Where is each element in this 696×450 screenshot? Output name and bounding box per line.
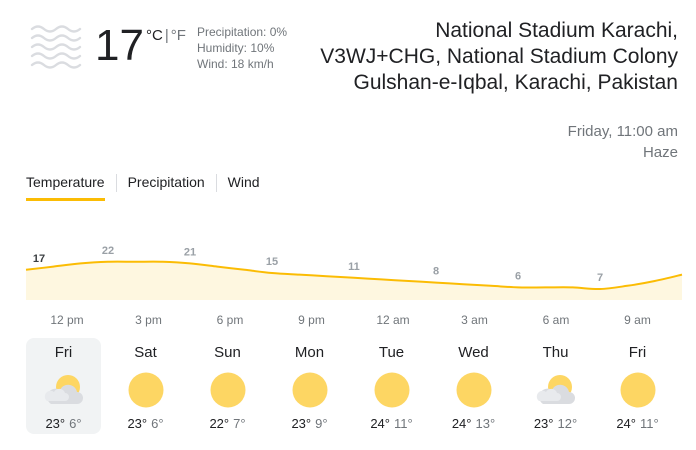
- forecast-day[interactable]: Wed 24° 13°: [436, 338, 511, 434]
- forecast-high: 23°: [45, 416, 66, 431]
- forecast-high: 24°: [451, 416, 472, 431]
- forecast-day[interactable]: Thu 23° 12°: [518, 338, 593, 434]
- forecast-day-name: Fri: [628, 344, 647, 361]
- chart-x-tick: 6 am: [543, 313, 570, 327]
- temperature-area: [26, 261, 682, 300]
- current-temperature: 17: [95, 21, 144, 70]
- partly-cloudy-icon: [44, 375, 83, 404]
- sunny-icon: [128, 372, 163, 408]
- haze-icon: [30, 25, 82, 69]
- chart-value-label: 17: [33, 253, 45, 265]
- forecast-day[interactable]: Tue 24° 11°: [354, 338, 429, 434]
- temperature-line: [25, 260, 683, 291]
- forecast-day-name: Thu: [542, 344, 569, 361]
- forecast-day-temps: 23° 12°: [518, 416, 593, 432]
- forecast-day[interactable]: Fri 23° 6°: [26, 338, 101, 434]
- location-name: National Stadium Karachi, V3WJ+CHG, Nati…: [320, 19, 678, 94]
- forecast-day-name: Sun: [214, 344, 241, 361]
- forecast-day[interactable]: Fri 24° 11°: [600, 338, 675, 434]
- forecast-day-temps: 24° 11°: [600, 416, 675, 432]
- forecast-low: 7°: [233, 416, 246, 431]
- tab-precipitation[interactable]: Precipitation: [127, 174, 205, 190]
- chart-x-tick: 12 pm: [50, 313, 83, 327]
- unit-celsius-button[interactable]: °C: [146, 27, 163, 44]
- precipitation-value: Precipitation: 0%: [197, 25, 288, 39]
- chart-x-tick: 3 pm: [135, 313, 162, 327]
- forecast-high: 23°: [291, 416, 312, 431]
- partly-cloudy-icon: [536, 375, 575, 404]
- chart-x-tick: 6 pm: [217, 313, 244, 327]
- forecast-day-name: Wed: [458, 344, 489, 361]
- forecast-day-name: Fri: [54, 344, 73, 361]
- daily-forecast: Fri 23° 6° Sat 23° 6° Sun 22° 7° Mon 23° 9° Tue 24° 11…: [26, 338, 682, 434]
- sunny-icon: [292, 372, 327, 408]
- forecast-low: 11°: [639, 416, 659, 431]
- forecast-day-temps: 23° 6°: [26, 416, 101, 432]
- tab-divider: [215, 174, 217, 192]
- chart-tabs: Temperature Precipitation Wind: [26, 174, 260, 201]
- wind-value: Wind: 18 km/h: [197, 57, 274, 71]
- forecast-low: 6°: [151, 416, 164, 431]
- forecast-day-name: Sat: [134, 344, 157, 361]
- location-meta: Friday, 11:00 am Haze: [568, 121, 678, 163]
- tab-divider: [115, 174, 117, 192]
- temperature-chart: 17 22 21 15 11 8 6 7 12 pm 3 pm 6 pm 9 pm 12 am 3 am 6…: [25, 245, 683, 327]
- sunny-icon: [374, 372, 409, 408]
- sunny-icon: [620, 372, 655, 408]
- forecast-day-name: Tue: [378, 344, 405, 361]
- chart-x-tick: 12 am: [376, 313, 409, 327]
- forecast-day-temps: 23° 6°: [108, 416, 183, 432]
- forecast-low: 9°: [315, 416, 328, 431]
- unit-toggle: °C | °F: [146, 27, 186, 44]
- forecast-high: 24°: [370, 416, 390, 431]
- humidity-value: Humidity: 10%: [197, 41, 275, 55]
- forecast-day-temps: 23° 9°: [272, 416, 347, 432]
- sunny-icon: [210, 372, 245, 408]
- forecast-day-temps: 22° 7°: [190, 416, 265, 432]
- forecast-low: 13°: [475, 416, 496, 431]
- tab-temperature[interactable]: Temperature: [26, 174, 105, 201]
- chart-x-tick: 9 am: [624, 313, 651, 327]
- chart-value-label: 6: [515, 270, 521, 282]
- forecast-day-temps: 24° 11°: [354, 416, 429, 432]
- forecast-day[interactable]: Sun 22° 7°: [190, 338, 265, 434]
- chart-value-label: 11: [348, 261, 360, 273]
- forecast-low: 11°: [393, 416, 413, 431]
- chart-value-label: 7: [597, 272, 603, 284]
- forecast-day[interactable]: Sat 23° 6°: [108, 338, 183, 434]
- chart-x-tick: 3 am: [461, 313, 488, 327]
- chart-value-label: 21: [184, 246, 196, 258]
- chart-x-tick: 9 pm: [298, 313, 325, 327]
- tab-wind[interactable]: Wind: [227, 174, 260, 190]
- forecast-high: 23°: [127, 416, 148, 431]
- sunny-icon: [456, 372, 491, 408]
- forecast-day-temps: 24° 13°: [436, 416, 511, 432]
- forecast-day-name: Mon: [294, 344, 325, 361]
- forecast-low: 12°: [557, 416, 578, 431]
- datetime: Friday, 11:00 am: [567, 123, 678, 140]
- chart-value-label: 22: [102, 245, 114, 257]
- forecast-low: 6°: [69, 416, 82, 431]
- forecast-high: 24°: [616, 416, 636, 431]
- forecast-day[interactable]: Mon 23° 9°: [272, 338, 347, 434]
- unit-separator: |: [164, 27, 169, 44]
- unit-fahrenheit-button[interactable]: °F: [170, 27, 186, 44]
- chart-value-label: 15: [266, 256, 278, 268]
- chart-value-label: 8: [433, 266, 439, 278]
- forecast-high: 23°: [533, 416, 554, 431]
- forecast-high: 22°: [209, 416, 230, 431]
- weather-details: Precipitation: 0% Humidity: 10% Wind: 18…: [197, 24, 287, 72]
- condition-text: Haze: [642, 144, 678, 161]
